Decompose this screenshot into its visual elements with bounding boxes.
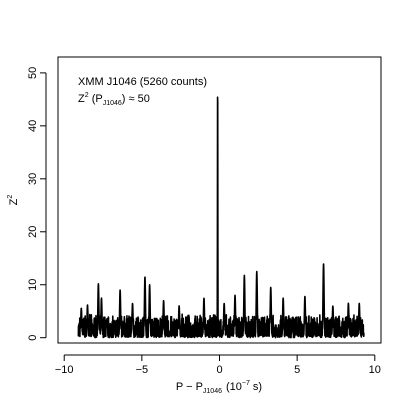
y-tick-label: 40 [27, 120, 39, 132]
annotation-line2-sup: 2 [85, 92, 89, 99]
y-tick-label: 20 [27, 226, 39, 238]
y-tick-label: 10 [27, 279, 39, 291]
annotation-line2: Z2 (PJ1046) ≈ 50 [78, 92, 150, 107]
annotation-line2-mid: (P [89, 93, 103, 105]
x-axis-label-unit-exp: −7 [242, 380, 250, 387]
annotation-line2-z: Z [78, 93, 85, 105]
series-line-z2 [77, 96, 365, 339]
y-axis-label-sup: 2 [7, 195, 14, 199]
y-axis: 0 10 20 30 40 50 [27, 67, 47, 341]
annotation-line2-sub: J1046 [103, 100, 122, 107]
x-axis-label: P − PJ1046 (10−7 s) [176, 380, 262, 395]
annotation-line1: XMM J1046 (5260 counts) [78, 76, 207, 88]
x-axis: −10 −5 0 5 10 [55, 354, 381, 376]
y-axis-label-base: Z [8, 198, 20, 205]
y-axis-label: Z2 [7, 195, 20, 206]
x-axis-label-unit-post: s) [250, 381, 262, 393]
x-tick-label: −5 [136, 364, 149, 376]
y-tick-label: 30 [27, 173, 39, 185]
annotation-line2-post: ) ≈ 50 [122, 93, 150, 105]
x-tick-label: 5 [294, 364, 300, 376]
x-tick-label: −10 [55, 364, 74, 376]
x-axis-label-base: P − P [176, 381, 203, 393]
x-axis-label-sub: J1046 [203, 388, 222, 395]
plot-frame [57, 56, 382, 344]
x-tick-label: 0 [216, 364, 222, 376]
x-tick-label: 10 [369, 364, 381, 376]
y-tick-label: 0 [27, 335, 39, 341]
y-tick-label: 50 [27, 67, 39, 79]
x-axis-label-unit-pre: (10 [226, 381, 242, 393]
